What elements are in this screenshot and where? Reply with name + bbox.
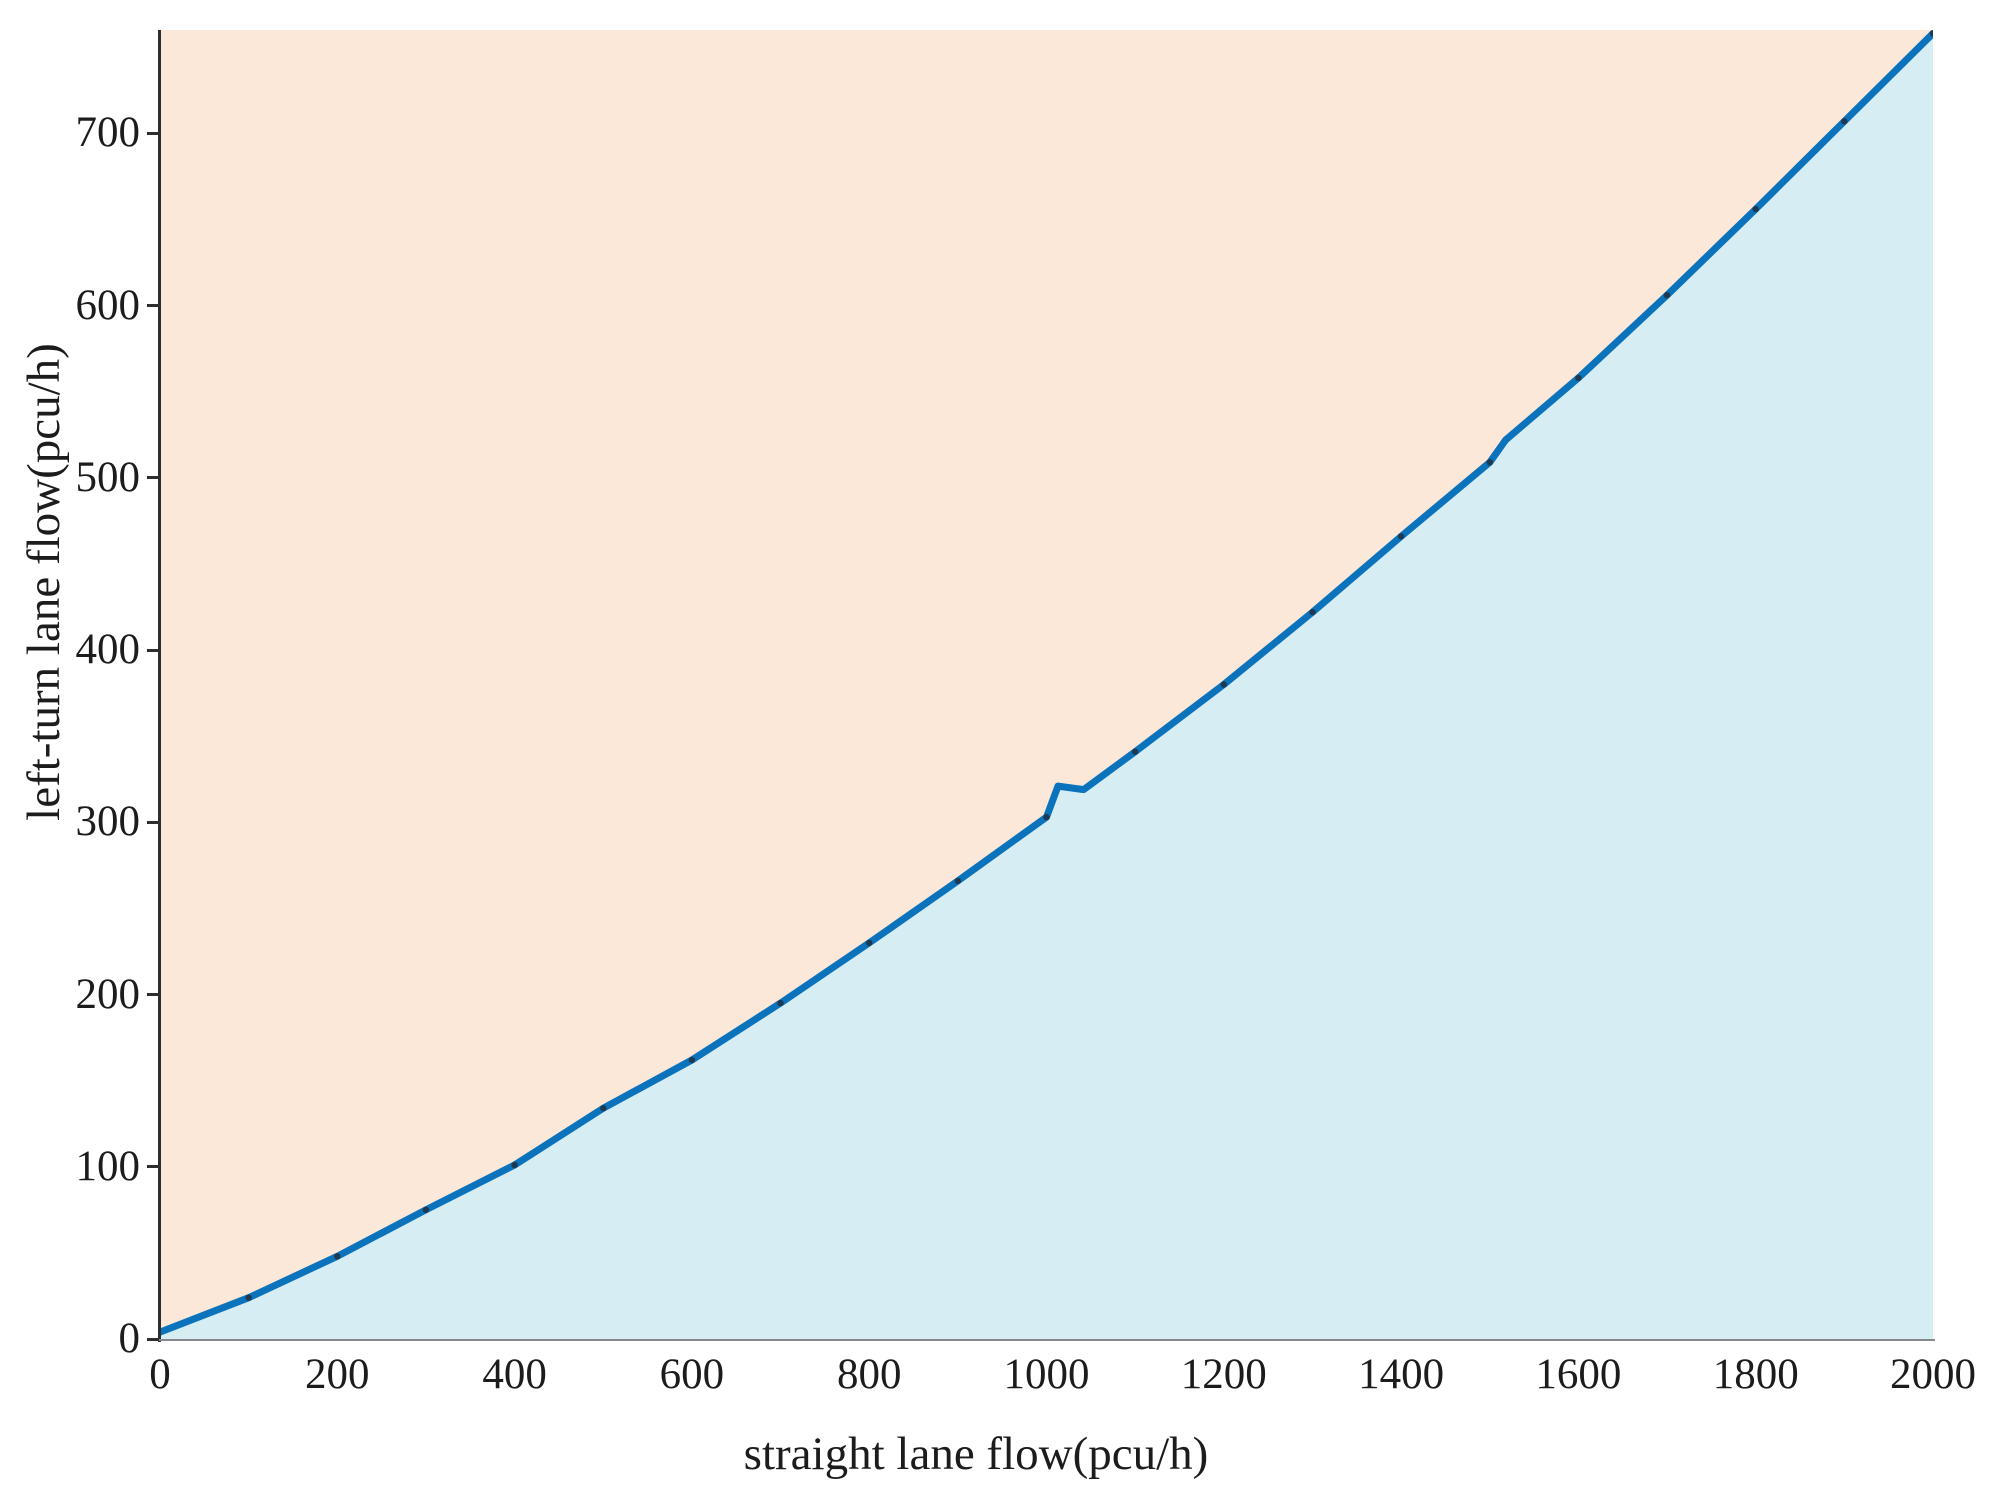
data-point-marker (1043, 813, 1050, 821)
data-point-marker (1309, 609, 1316, 616)
data-point-marker (245, 1294, 252, 1301)
x-tick-label: 600 (659, 1351, 725, 1398)
x-tick-label: 1400 (1358, 1351, 1445, 1398)
y-tick-label: 300 (75, 798, 141, 846)
data-point-marker (1929, 30, 1933, 37)
y-tick-mark (147, 820, 159, 824)
region-above-boundary (160, 30, 1933, 1333)
y-axis-title: left-turn lane flow(pcu/h) (18, 343, 70, 821)
y-tick-mark (147, 1337, 159, 1341)
y-tick-label: 400 (75, 626, 141, 674)
data-point-marker (1486, 459, 1494, 466)
x-tick-label: 1000 (1003, 1351, 1090, 1398)
data-point-marker (777, 999, 784, 1007)
data-point-marker (1663, 292, 1671, 299)
data-point-marker (1841, 118, 1848, 125)
y-tick-mark (147, 304, 159, 308)
x-tick-label: 1600 (1535, 1351, 1622, 1398)
data-point-marker (334, 1253, 341, 1260)
x-tick-label: 0 (149, 1351, 171, 1398)
data-point-marker (1397, 533, 1405, 540)
data-point-marker (1220, 681, 1228, 688)
data-point-marker (1752, 205, 1759, 213)
x-tick-label: 1800 (1712, 1351, 1799, 1398)
y-tick-mark (147, 993, 159, 997)
y-tick-label: 500 (75, 453, 141, 501)
flow-boundary-chart-svg (160, 30, 1933, 1339)
data-point-marker (1575, 374, 1582, 382)
region-below-boundary (160, 33, 1933, 1339)
data-point-marker (511, 1161, 518, 1169)
x-tick-label: 1200 (1180, 1351, 1267, 1398)
y-tick-label: 700 (75, 109, 141, 157)
x-axis-line (158, 1339, 1935, 1341)
y-tick-label: 0 (118, 1315, 141, 1362)
x-tick-label: 200 (305, 1351, 370, 1398)
y-tick-mark (147, 648, 159, 652)
plot-area (160, 30, 1933, 1339)
data-point-marker (954, 877, 962, 885)
x-tick-label: 800 (836, 1351, 902, 1398)
data-point-marker (688, 1056, 696, 1064)
y-tick-mark (147, 476, 159, 480)
y-tick-label: 100 (75, 1142, 141, 1190)
y-axis-line (158, 30, 161, 1342)
boundary-curve (160, 30, 1933, 1336)
y-tick-mark (147, 131, 159, 135)
data-point-marker (1132, 748, 1139, 755)
data-point-marker (422, 1206, 430, 1214)
y-tick-label: 600 (75, 281, 141, 329)
x-axis-title: straight lane flow(pcu/h) (743, 1428, 1209, 1480)
data-point-marker (866, 939, 873, 947)
y-tick-mark (147, 1165, 159, 1169)
x-tick-label: 2000 (1890, 1351, 1976, 1398)
data-point-marker (600, 1105, 607, 1112)
y-tick-label: 200 (75, 970, 141, 1018)
x-tick-label: 400 (482, 1351, 547, 1398)
